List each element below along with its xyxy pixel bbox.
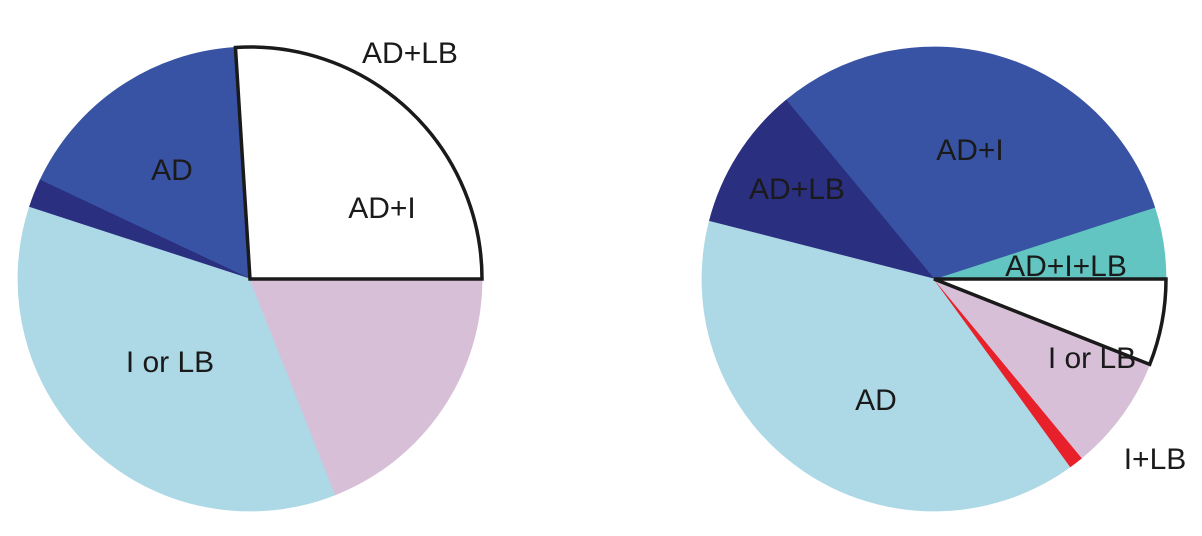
pie1-slice-outline <box>233 45 484 281</box>
pie1-slice-i-or-lb <box>249 278 483 496</box>
pie-chart-left: AD+I AD+LB AD I or LB <box>17 37 484 512</box>
pie2-label-i-lb: I+LB <box>1124 443 1187 476</box>
pie1-label-i-or-lb: I or LB <box>126 346 214 379</box>
pie2-slice-ad-i <box>785 46 1156 280</box>
pie1-slice-ad-i <box>39 47 251 280</box>
pie2-slice-ad-lb <box>708 99 936 280</box>
pie2-label-i-or-lb: I or LB <box>1048 342 1136 375</box>
pie1-label-ad-lb: AD+LB <box>362 37 458 70</box>
pie2-slice-ad <box>701 220 1071 512</box>
pie1-label-ad-i: AD+I <box>348 192 416 225</box>
pie2-label-ad-i: AD+I <box>936 134 1004 167</box>
pie1-slice-unlabeled <box>235 46 483 280</box>
pie1-slice-ad <box>17 206 336 512</box>
pie2-label-ad: AD <box>855 384 897 417</box>
pie2-label-ad-lb: AD+LB <box>749 173 845 206</box>
pie-chart-right: AD+I+LB AD+I AD+LB AD I+LB I or LB <box>701 46 1187 512</box>
pie2-label-ad-i-lb: AD+I+LB <box>1005 250 1127 283</box>
pie2-slice-i-or-lb <box>933 278 1151 459</box>
pie2-slice-outline <box>933 277 1168 367</box>
pie1-label-ad: AD <box>151 154 193 187</box>
